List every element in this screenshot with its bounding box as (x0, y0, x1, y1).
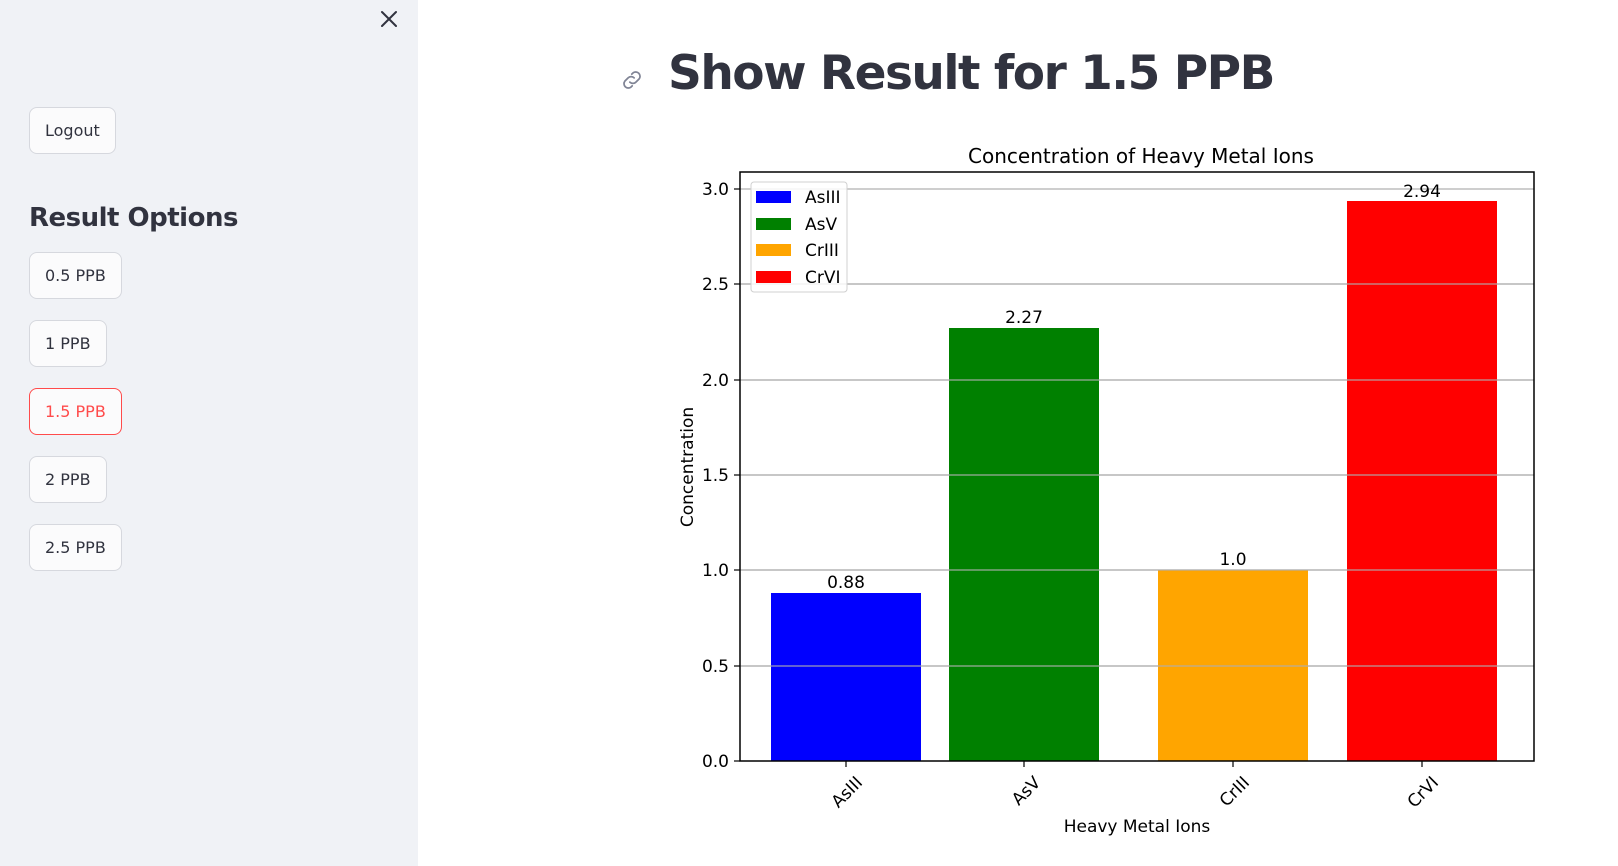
close-sidebar-button[interactable] (378, 8, 400, 30)
svg-text:0.5: 0.5 (702, 657, 729, 677)
main-content: Show Result for 1.5 PPB Concentration of… (418, 0, 1618, 866)
bar-crvi (1347, 201, 1497, 761)
y-tick-labels: 0.0 0.5 1.0 1.5 2.0 2.5 3.0 (702, 180, 729, 772)
legend-label-asv: AsV (805, 215, 837, 235)
option-2-ppb-button[interactable]: 2 PPB (29, 456, 107, 503)
svg-text:1.0: 1.0 (702, 561, 729, 581)
page-title: Show Result for 1.5 PPB (668, 46, 1275, 101)
result-options-heading: Result Options (29, 203, 238, 233)
svg-text:AsV: AsV (1008, 773, 1045, 810)
bar-label-asv: 2.27 (1005, 308, 1043, 328)
svg-text:2.0: 2.0 (702, 371, 729, 391)
option-2-5-ppb-button[interactable]: 2.5 PPB (29, 524, 122, 571)
svg-text:2.5: 2.5 (702, 275, 729, 295)
legend-swatch-asiii (756, 191, 791, 203)
legend-label-criii: CrIII (805, 241, 839, 261)
svg-text:CrVI: CrVI (1404, 773, 1443, 812)
anchor-link-button[interactable] (619, 67, 645, 93)
bar-chart: Concentration of Heavy Metal Ions 0.88 2… (678, 144, 1535, 837)
legend-label-asiii: AsIII (805, 188, 841, 208)
x-tick-labels: AsIII AsV CrIII CrVI (828, 773, 1443, 813)
option-1-ppb-button[interactable]: 1 PPB (29, 320, 107, 367)
svg-text:0.0: 0.0 (702, 752, 729, 772)
bar-label-crvi: 2.94 (1403, 182, 1441, 202)
option-1-5-ppb-button[interactable]: 1.5 PPB (29, 388, 122, 435)
close-icon (381, 11, 397, 27)
chart-title: Concentration of Heavy Metal Ions (968, 144, 1314, 168)
svg-text:CrIII: CrIII (1216, 773, 1254, 811)
legend-label-crvi: CrVI (805, 268, 841, 288)
legend-swatch-criii (756, 244, 791, 256)
legend-swatch-crvi (756, 271, 791, 283)
bar-asiii (771, 593, 921, 761)
bar-label-asiii: 0.88 (827, 573, 865, 593)
option-0-5-ppb-button[interactable]: 0.5 PPB (29, 252, 122, 299)
bar-asv (949, 328, 1099, 761)
svg-text:3.0: 3.0 (702, 180, 729, 200)
legend-swatch-asv (756, 218, 791, 230)
svg-text:1.5: 1.5 (702, 466, 729, 486)
axes-frame (739, 171, 1535, 762)
sidebar: Logout Result Options 0.5 PPB 1 PPB 1.5 … (0, 0, 418, 866)
chart-legend: AsIII AsV CrIII CrVI (750, 181, 848, 293)
logout-button[interactable]: Logout (29, 107, 116, 154)
bar-label-criii: 1.0 (1219, 550, 1246, 570)
link-icon (623, 71, 641, 89)
svg-text:AsIII: AsIII (828, 773, 867, 812)
y-axis-label: Concentration (678, 407, 698, 527)
x-axis-label: Heavy Metal Ions (1064, 817, 1211, 837)
